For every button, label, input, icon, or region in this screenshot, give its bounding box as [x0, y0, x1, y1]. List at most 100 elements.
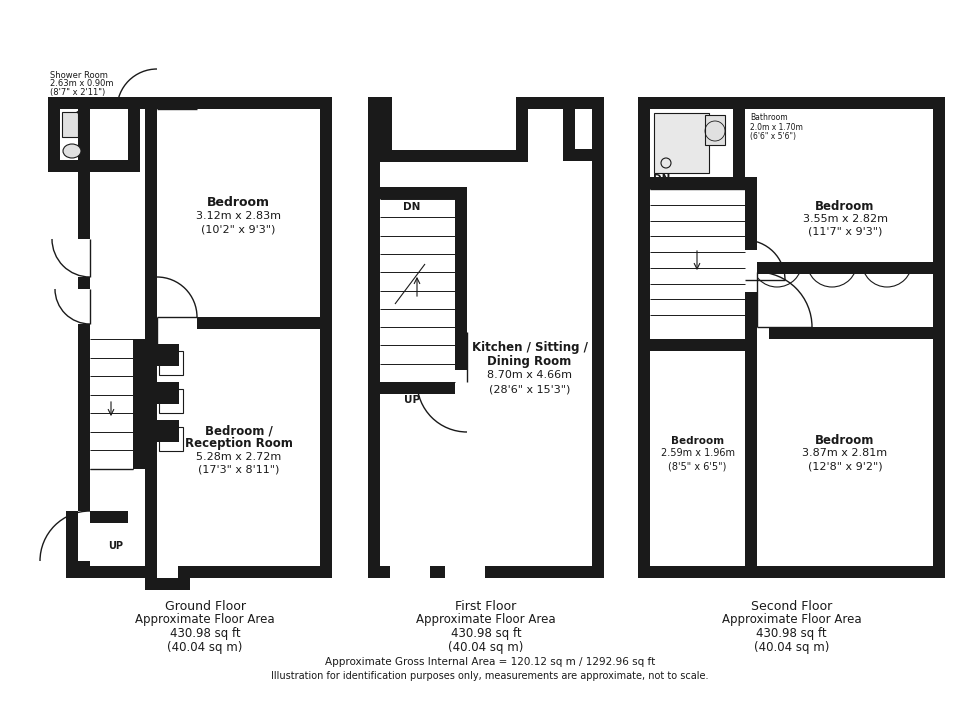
Text: (28'6" x 15'3"): (28'6" x 15'3"): [489, 384, 570, 394]
Bar: [757, 327, 769, 339]
Bar: [157, 382, 179, 404]
Bar: [178, 566, 190, 578]
Bar: [563, 109, 575, 149]
Text: 3.87m x 2.81m: 3.87m x 2.81m: [803, 448, 888, 459]
Bar: [78, 289, 90, 324]
Bar: [638, 566, 945, 578]
Text: Bedroom: Bedroom: [815, 200, 875, 212]
Bar: [157, 387, 185, 415]
Ellipse shape: [63, 144, 81, 158]
Text: Kitchen / Sitting /: Kitchen / Sitting /: [471, 341, 587, 354]
Bar: [157, 420, 179, 442]
Text: Reception Room: Reception Room: [184, 437, 292, 450]
Bar: [159, 427, 183, 451]
Bar: [320, 97, 332, 578]
Text: Approximate Floor Area: Approximate Floor Area: [721, 614, 861, 627]
Bar: [128, 109, 140, 172]
Bar: [159, 389, 183, 413]
Text: Approximate Floor Area: Approximate Floor Area: [135, 614, 274, 627]
Text: (40.04 sq m): (40.04 sq m): [168, 641, 243, 654]
Bar: [145, 566, 157, 578]
Text: 8.70m x 4.66m: 8.70m x 4.66m: [487, 370, 572, 380]
Bar: [368, 97, 380, 578]
Bar: [48, 97, 140, 109]
Text: 3.55m x 2.82m: 3.55m x 2.82m: [803, 214, 888, 224]
Text: Bedroom: Bedroom: [815, 434, 875, 447]
Bar: [78, 97, 90, 578]
Bar: [145, 566, 190, 578]
Bar: [380, 382, 455, 394]
Bar: [48, 160, 140, 172]
Text: Bedroom: Bedroom: [207, 197, 270, 210]
Bar: [745, 177, 757, 566]
Bar: [705, 115, 725, 145]
Text: Approximate Floor Area: Approximate Floor Area: [416, 614, 556, 627]
Text: Ground Floor: Ground Floor: [165, 600, 246, 612]
Bar: [745, 189, 757, 315]
Bar: [159, 351, 183, 375]
Bar: [650, 339, 745, 351]
Text: (11'7" x 9'3"): (11'7" x 9'3"): [808, 227, 882, 237]
Text: 430.98 sq ft: 430.98 sq ft: [451, 627, 521, 641]
Text: (10'2" x 9'3"): (10'2" x 9'3"): [201, 224, 275, 234]
Text: 430.98 sq ft: 430.98 sq ft: [170, 627, 240, 641]
Text: 5.28m x 2.72m: 5.28m x 2.72m: [196, 452, 281, 462]
Bar: [368, 97, 604, 109]
Bar: [157, 349, 185, 377]
Bar: [455, 370, 467, 382]
Bar: [78, 511, 90, 561]
Text: 2.59m x 1.96m: 2.59m x 1.96m: [661, 448, 734, 459]
Bar: [380, 97, 392, 162]
Text: DN: DN: [404, 202, 420, 212]
Bar: [390, 566, 430, 578]
Bar: [638, 97, 945, 109]
Bar: [592, 97, 604, 578]
Bar: [157, 317, 197, 329]
Bar: [757, 327, 933, 339]
Text: UP: UP: [109, 541, 123, 551]
Text: (8'5" x 6'5"): (8'5" x 6'5"): [668, 462, 727, 472]
Bar: [380, 97, 528, 109]
Text: Shower Room: Shower Room: [50, 71, 108, 79]
Bar: [157, 317, 320, 329]
Bar: [455, 187, 467, 382]
Text: (40.04 sq m): (40.04 sq m): [448, 641, 523, 654]
Bar: [157, 425, 185, 453]
Bar: [757, 262, 933, 274]
Text: (40.04 sq m): (40.04 sq m): [754, 641, 829, 654]
Text: UP: UP: [404, 395, 420, 405]
Bar: [638, 97, 650, 578]
Text: (8'7" x 2'11"): (8'7" x 2'11"): [50, 88, 105, 98]
Text: 3.12m x 2.83m: 3.12m x 2.83m: [196, 211, 281, 221]
Text: Bathroom: Bathroom: [750, 113, 788, 122]
Text: DN: DN: [654, 174, 670, 184]
Text: 2.0m x 1.70m: 2.0m x 1.70m: [750, 122, 803, 132]
Bar: [368, 566, 604, 578]
Bar: [733, 109, 745, 177]
Bar: [78, 239, 90, 277]
Bar: [157, 349, 185, 377]
Text: Dining Room: Dining Room: [487, 355, 571, 368]
Bar: [133, 339, 145, 469]
Text: Illustration for identification purposes only, measurements are approximate, not: Illustration for identification purposes…: [271, 671, 709, 681]
Text: Bedroom: Bedroom: [671, 435, 724, 445]
Bar: [745, 250, 757, 292]
Bar: [66, 511, 128, 523]
Bar: [157, 425, 185, 453]
Text: Bedroom /: Bedroom /: [205, 425, 272, 438]
Text: First Floor: First Floor: [456, 600, 516, 612]
Text: (12'8" x 9'2"): (12'8" x 9'2"): [808, 462, 882, 472]
Bar: [62, 112, 78, 137]
Text: Second Floor: Second Floor: [751, 600, 832, 612]
Bar: [78, 97, 332, 109]
Bar: [48, 97, 60, 172]
Text: (6'6" x 5'6"): (6'6" x 5'6"): [750, 132, 796, 142]
Text: 430.98 sq ft: 430.98 sq ft: [757, 627, 827, 641]
Bar: [78, 566, 332, 578]
Bar: [66, 511, 78, 578]
Text: 2.63m x 0.90m: 2.63m x 0.90m: [50, 79, 114, 88]
Bar: [654, 113, 709, 173]
Bar: [145, 109, 157, 566]
Bar: [157, 344, 179, 366]
Text: Approximate Gross Internal Area = 120.12 sq m / 1292.96 sq ft: Approximate Gross Internal Area = 120.12…: [325, 657, 655, 667]
